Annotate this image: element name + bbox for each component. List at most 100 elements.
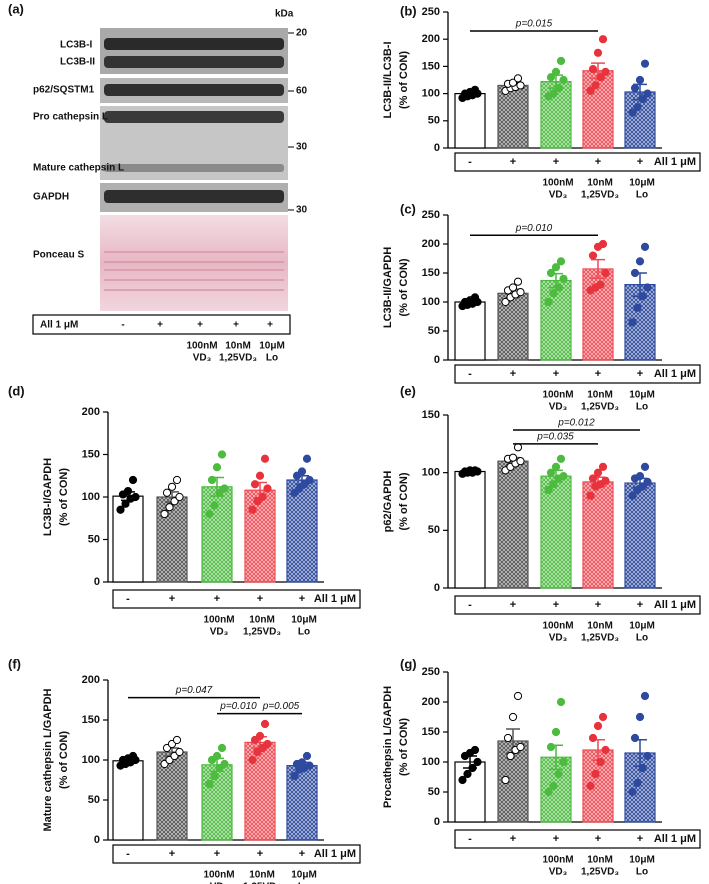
treatment-mark: + xyxy=(214,848,220,860)
data-point xyxy=(586,491,595,500)
data-point xyxy=(556,697,566,707)
treatment-mark: + xyxy=(510,833,516,845)
treatment-sublabel: 100nM xyxy=(542,855,573,866)
y-tick-label: 0 xyxy=(434,142,440,154)
data-point xyxy=(551,263,561,272)
data-point xyxy=(593,721,603,731)
data-point xyxy=(588,65,598,74)
treatment-sublabel: 1,25VD₃ xyxy=(581,402,619,413)
treatment-mark: + xyxy=(169,848,175,860)
data-point xyxy=(503,733,513,743)
data-point xyxy=(297,758,307,767)
data-point xyxy=(628,318,637,327)
data-point xyxy=(260,454,270,463)
data-point xyxy=(638,292,647,301)
treatment-mark: + xyxy=(637,833,643,845)
data-point xyxy=(217,450,227,459)
treatment-box xyxy=(454,595,701,615)
panel-label: (d) xyxy=(8,383,25,398)
data-point xyxy=(601,67,610,76)
y-tick-label: 200 xyxy=(422,238,440,250)
treatment-sublabel: VD₃ xyxy=(549,867,568,878)
y-axis-label: (% of CON) xyxy=(398,258,410,316)
band xyxy=(104,190,284,203)
y-axis-label: (% of CON) xyxy=(398,718,410,776)
data-point xyxy=(643,751,652,761)
treatment-sublabel: Lo xyxy=(266,353,278,364)
data-point xyxy=(473,757,482,767)
data-point xyxy=(556,257,566,266)
data-point xyxy=(305,761,314,770)
treatment-mark: + xyxy=(553,368,559,380)
data-point xyxy=(513,443,523,452)
bar xyxy=(244,741,276,841)
treatment-mark: + xyxy=(257,593,263,605)
treatment-sublabel: VD₃ xyxy=(549,402,568,413)
treatment-box xyxy=(32,314,291,335)
y-tick-label: 200 xyxy=(82,674,100,686)
data-point xyxy=(302,751,312,761)
treatment-label: All 1 μM xyxy=(654,368,696,380)
data-point xyxy=(588,733,598,743)
treatment-label: All 1 μM xyxy=(40,320,78,331)
treatment-mark: + xyxy=(510,368,516,380)
data-point xyxy=(588,474,598,483)
treatment-sublabel: 1,25VD₃ xyxy=(581,190,619,201)
treatment-box xyxy=(454,829,701,849)
data-point xyxy=(596,73,605,82)
data-point xyxy=(596,757,605,767)
data-point xyxy=(258,492,267,502)
data-point xyxy=(210,771,219,781)
treatment-sublabel: 10μM xyxy=(291,870,317,881)
y-tick-label: 100 xyxy=(422,467,440,479)
band-label: GAPDH xyxy=(33,192,69,203)
treatment-box xyxy=(112,844,361,864)
data-point xyxy=(628,108,637,117)
treatment-sublabel: 10nM xyxy=(587,178,613,189)
treatment-mark: - xyxy=(126,593,130,605)
data-point xyxy=(250,480,260,489)
data-point xyxy=(551,462,561,471)
panel-label: (g) xyxy=(400,656,417,671)
treatment-sublabel: VD₃ xyxy=(193,353,212,364)
data-point xyxy=(635,257,645,266)
data-point xyxy=(470,466,480,475)
ponceau-image xyxy=(100,215,288,311)
p-value: p=0.010 xyxy=(515,223,553,234)
data-point xyxy=(640,691,650,701)
data-point xyxy=(167,482,177,491)
data-point xyxy=(554,283,563,292)
bar-chart: (b) LC3B-II/LC3B-I (% of CON) 0 50 100 150 200 2… xyxy=(382,3,701,201)
y-tick-label: 50 xyxy=(428,786,440,798)
treatment-mark: - xyxy=(126,848,130,860)
treatment-sublabel: 10nM xyxy=(587,621,613,632)
data-point xyxy=(128,751,138,761)
treatment-label: All 1 μM xyxy=(654,599,696,611)
y-tick-label: 0 xyxy=(434,354,440,366)
bar xyxy=(286,479,318,583)
y-tick-label: 150 xyxy=(422,726,440,738)
treatment-mark: - xyxy=(468,833,472,845)
panel-label: (a) xyxy=(8,1,24,16)
band xyxy=(104,38,284,50)
data-point xyxy=(263,739,272,749)
data-point xyxy=(546,468,556,477)
treatment-label: All 1 μM xyxy=(654,156,696,168)
data-point xyxy=(513,691,523,701)
data-point xyxy=(554,84,563,93)
data-point xyxy=(175,492,184,502)
data-point xyxy=(470,293,480,302)
treatment-mark: + xyxy=(299,848,305,860)
treatment-mark: + xyxy=(595,833,601,845)
treatment-box xyxy=(454,364,701,384)
data-point xyxy=(554,769,563,779)
mw-marker: 30 xyxy=(296,205,308,216)
data-point xyxy=(598,712,608,722)
data-point xyxy=(160,509,169,519)
data-point xyxy=(470,745,480,755)
treatment-sublabel: Lo xyxy=(636,402,648,413)
data-point xyxy=(162,488,172,497)
data-point xyxy=(633,103,642,112)
band xyxy=(104,84,284,96)
